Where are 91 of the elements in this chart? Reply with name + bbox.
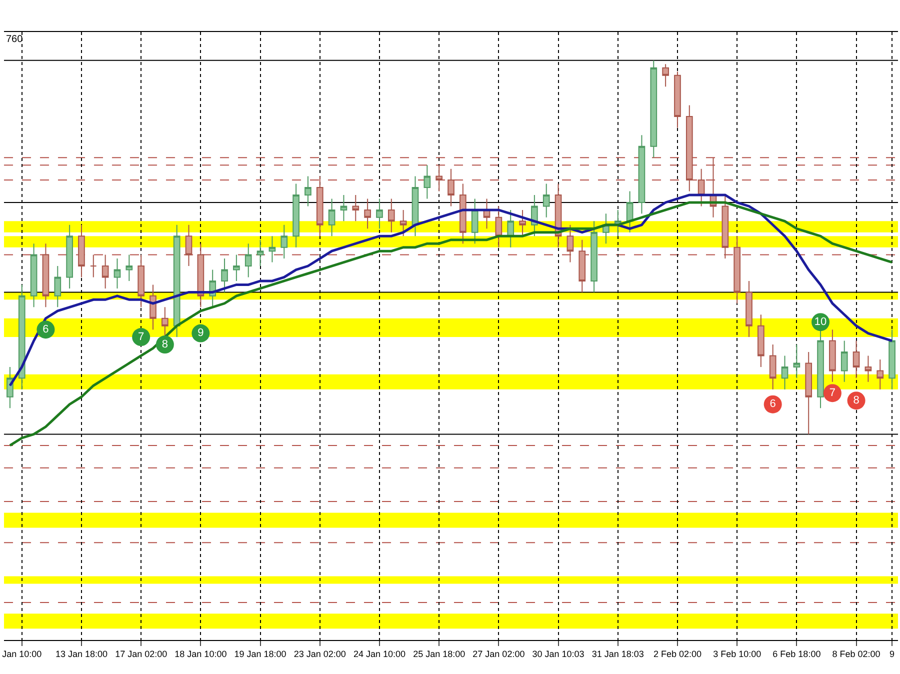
candlestick (471, 198, 478, 244)
candlestick (352, 194, 360, 222)
candlestick (686, 104, 693, 192)
candlestick (638, 134, 646, 214)
candlestick (66, 224, 73, 289)
candlestick (578, 239, 586, 293)
candlestick (376, 198, 383, 230)
x-tick-label: 8 Feb 02:00 (832, 648, 880, 659)
candlestick (340, 194, 348, 222)
candlestick (18, 284, 26, 390)
candlestick (793, 344, 800, 379)
x-tick-label: 2 Feb 02:00 (653, 648, 702, 659)
x-tick-label: 6 Feb 18:00 (772, 648, 821, 659)
series-label: 10 (814, 316, 827, 328)
candlestick (746, 280, 752, 338)
candlestick (864, 355, 872, 382)
candlestick (30, 243, 38, 308)
candlestick (328, 198, 336, 237)
series-label: 6 (42, 323, 49, 336)
candlestick (102, 254, 109, 289)
candlestick (150, 284, 156, 330)
candlestick (852, 340, 860, 379)
candlestick (90, 254, 97, 278)
candlestick (400, 209, 407, 237)
candlestick (805, 352, 812, 435)
x-tick-label: 31 Jan 18:03 (592, 648, 644, 659)
candlestick (173, 224, 180, 338)
candlestick (268, 236, 276, 263)
x-tick-label: 3 Feb 10:00 (713, 648, 762, 659)
candlestick (162, 306, 168, 338)
x-tick-label: 13 Jan 18:00 (55, 648, 108, 659)
candlestick (758, 314, 764, 368)
series-label: 8 (162, 338, 168, 350)
candlestick (412, 176, 419, 237)
candlestick (876, 358, 884, 390)
candlestick (114, 258, 121, 289)
x-tick-label: Jan 10:00 (2, 648, 42, 659)
candlestick (138, 254, 144, 308)
candlestick (364, 198, 371, 230)
candlestick (542, 183, 550, 218)
x-tick-label: 17 Jan 02:00 (115, 648, 168, 659)
x-tick-label: 19 Jan 18:00 (234, 648, 286, 659)
candlestick (829, 329, 836, 382)
candlestick (734, 236, 740, 304)
candlestick (888, 329, 896, 390)
candlestick (388, 198, 395, 233)
candlestick (650, 60, 658, 158)
candlestick (674, 71, 681, 128)
candlestick (483, 198, 490, 230)
series-label: 9 (198, 327, 204, 340)
x-tick-label: 18 Jan 10:00 (174, 648, 227, 659)
candlestick (519, 209, 526, 237)
x-tick-label: 30 Jan 10:03 (532, 648, 584, 659)
candlestick (126, 254, 133, 282)
x-tick-label: 27 Jan 02:00 (472, 648, 525, 659)
candlestick (626, 190, 634, 233)
candlestick (436, 164, 442, 192)
candlestick (78, 224, 85, 278)
candlestick (448, 168, 454, 207)
candlestick (662, 64, 669, 88)
candlestick (42, 243, 50, 308)
candlestick (197, 243, 204, 308)
series-label: 8 (853, 394, 860, 406)
candlestick (316, 176, 324, 237)
candlestick (256, 239, 264, 267)
x-tick-label: 23 Jan 02:00 (294, 648, 346, 659)
candlestick (460, 183, 466, 244)
candlestick (566, 224, 574, 263)
candlestick (769, 344, 776, 390)
candlestick (233, 254, 240, 282)
candlestick (781, 355, 788, 390)
candlestick (495, 206, 502, 248)
candlestick (54, 266, 62, 308)
candlestick (185, 224, 192, 267)
series-label: 7 (829, 386, 836, 399)
candlestick (6, 366, 14, 409)
candlestick (840, 340, 848, 382)
candlestick (722, 194, 729, 260)
candlestick (424, 164, 431, 200)
x-tick-label: 25 Jan 18:00 (413, 648, 466, 659)
candlestick (507, 209, 514, 248)
candlestick (221, 258, 228, 293)
candlestick (292, 183, 300, 248)
series-label: 7 (138, 330, 144, 343)
candlestick (280, 224, 288, 260)
candlestick (304, 176, 312, 207)
x-tick-label: 9 (890, 648, 895, 659)
x-tick-label: 24 Jan 10:00 (353, 648, 406, 659)
candlestick (244, 243, 252, 278)
series-label: 6 (770, 398, 776, 410)
candlestick (590, 220, 598, 293)
